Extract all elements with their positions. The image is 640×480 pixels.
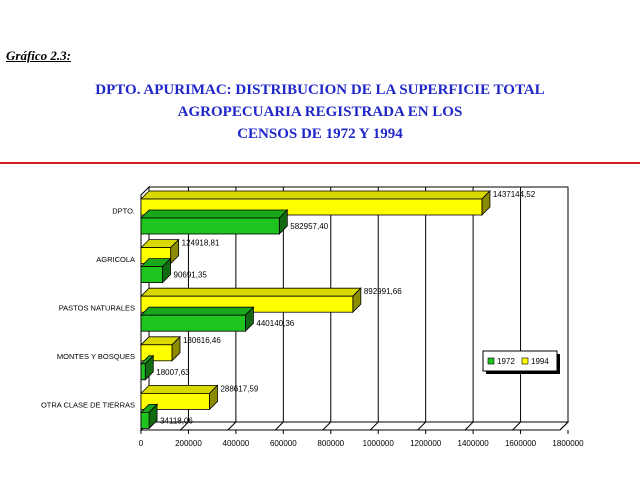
chart-title-line-3: CENSOS DE 1972 Y 1994 [237,126,403,142]
category-label: OTRA CLASE DE TIERRAS [41,401,135,410]
x-tick-label: 400000 [223,439,250,448]
data-label-1994: 1437144,52 [493,190,536,199]
bar-front [140,392,210,410]
data-label-1972: 582957,40 [290,222,328,231]
bar-1972 [140,306,255,333]
legend-swatch-1972 [487,357,495,365]
chart-title-line-2: AGROPECUARIA REGISTRADA EN LOS [177,104,463,120]
data-label-1972: 34118,06 [160,416,193,425]
figure-caption: Gráfico 2.3: [6,48,71,63]
category-label: DPTO. [112,206,135,215]
bar-top [140,384,219,394]
data-label-1972: 18007,63 [156,368,190,377]
bar-1994 [140,335,181,362]
legend-swatch-1994 [521,357,529,365]
chart-labels: 0 200000 400000 600000 800000 1000000 1200000 1… [41,190,584,448]
bar-top [140,306,255,316]
gridline-floor [180,421,189,431]
data-label-1994: 288617,59 [220,384,258,393]
bar-front [140,363,146,381]
bar-front [140,314,246,332]
x-tick-label: 200000 [175,439,202,448]
legend-label-1972: 1972 [497,357,515,366]
bar-1994 [140,384,219,411]
chart-title-line-1: DPTO. APURIMAC: DISTRIBUCION DE LA SUPER… [95,82,545,98]
gridline-floor [322,421,332,431]
gridline-floor [464,421,474,431]
gridline-floor [417,421,427,431]
bar-front [140,266,163,284]
data-label-1972: 440140,36 [256,319,294,328]
gridline-floor [559,421,569,431]
chart-bars [140,190,491,430]
bar-top [140,287,362,297]
category-label: MONTES Y BOSQUES [57,352,135,361]
bar-1972 [140,354,155,381]
bar-top [140,190,491,200]
x-tick-label: 800000 [317,439,344,448]
gridline-floor [227,421,237,431]
bar-front [140,411,150,429]
x-tick-label: 0 [139,439,144,448]
bar-1994 [140,238,180,265]
gridline-floor [274,421,284,431]
data-label-1994: 892991,66 [364,287,402,296]
data-label-1972: 90691,35 [174,271,208,280]
gridline-floor [512,421,521,431]
data-label-1994: 130616,46 [183,336,221,345]
bar-front [140,344,173,362]
bar-1972 [140,403,159,430]
gridline-floor [369,421,379,431]
x-tick-label: 1600000 [505,439,537,448]
x-tick-label: 1200000 [410,439,442,448]
floor [139,421,570,431]
x-tick-label: 1400000 [458,439,490,448]
x-tick-label: 1000000 [363,439,395,448]
bar-1972 [140,209,289,235]
legend-box [482,350,558,372]
bar-1972 [140,257,172,284]
bar-top [140,209,289,219]
title-divider [0,162,640,164]
legend-label-1994: 1994 [531,357,549,366]
x-tick-label: 600000 [270,439,297,448]
category-label: AGRICOLA [96,255,135,264]
chart-legend: 1972 1994 [482,350,560,374]
category-label: PASTOS NATURALES [59,304,135,313]
data-label-1994: 124918,81 [182,239,220,248]
x-tick-label: 1800000 [552,439,584,448]
bar-front [140,217,280,235]
